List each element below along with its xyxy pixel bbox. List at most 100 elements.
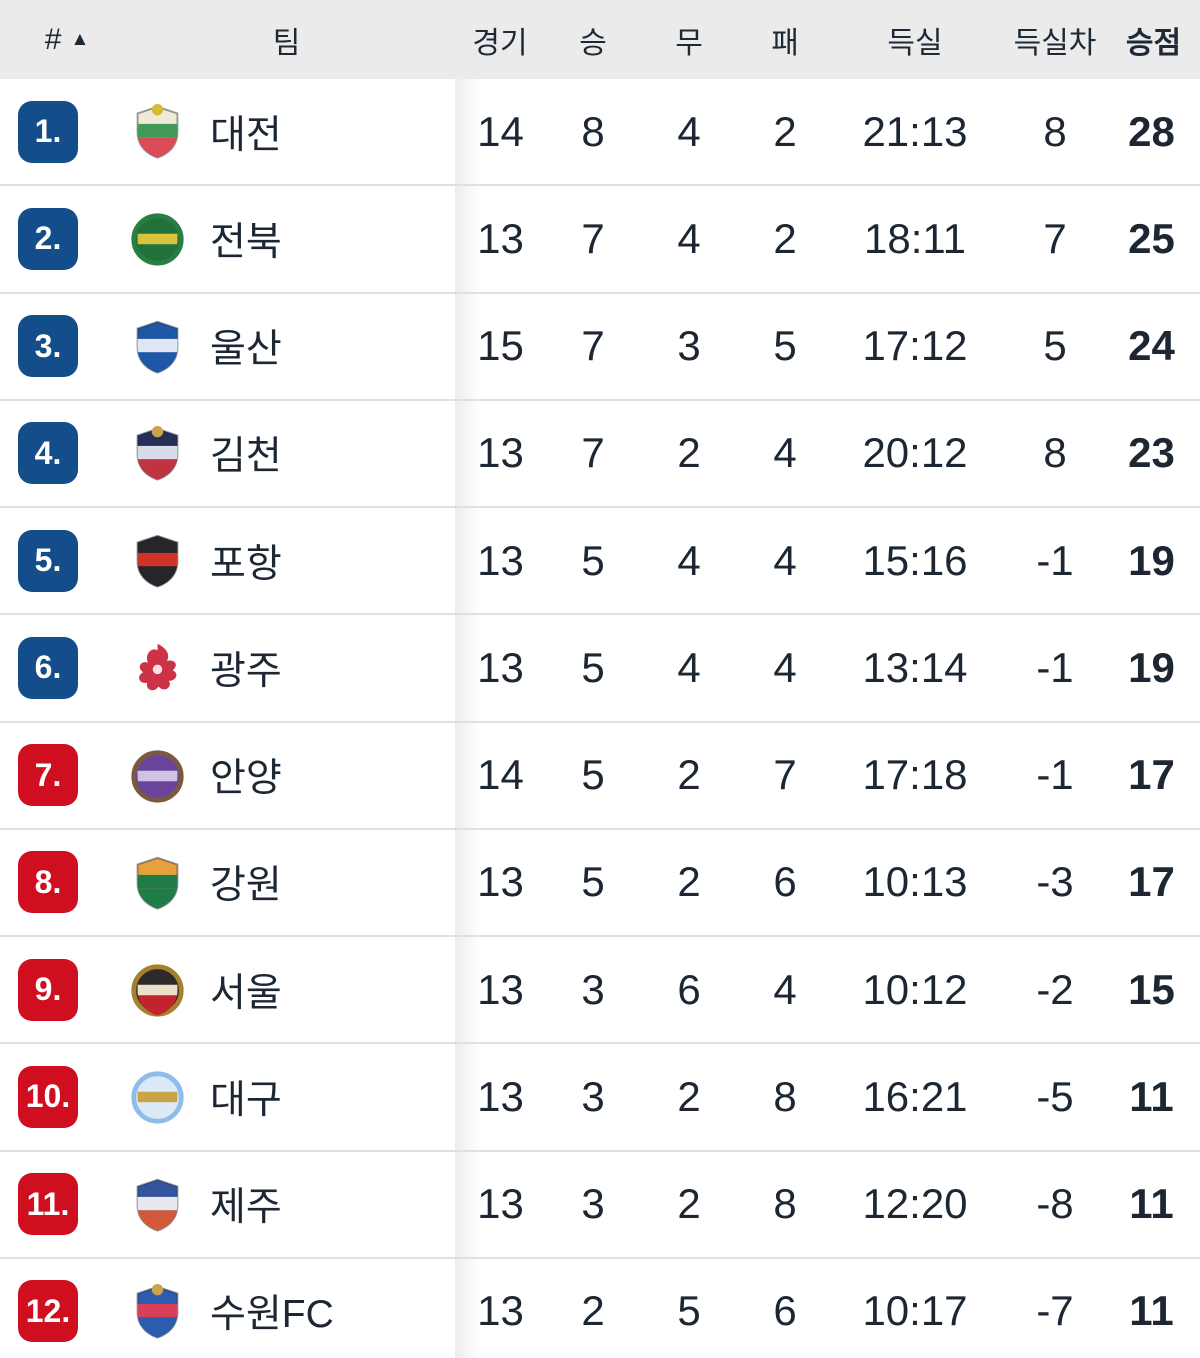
table-row[interactable]: 7. 안양 14 5 2 7 17:18 -1 17	[0, 722, 1200, 830]
goal-diff-value: -1	[1036, 751, 1074, 799]
table-row[interactable]: 10. 대구 13 3 2 8 16:21 -5 11	[0, 1044, 1200, 1152]
games-value: 14	[455, 722, 545, 828]
points-value: 11	[1129, 1287, 1174, 1335]
draws-value: 2	[677, 751, 701, 799]
rank-badge: 10.	[18, 1065, 78, 1128]
team-name: 서울	[210, 971, 282, 1015]
points-value: 17	[1128, 751, 1175, 799]
games-value: 13	[455, 829, 545, 935]
goal-diff-value: 8	[1043, 107, 1067, 155]
losses-header-label: 패	[771, 26, 799, 60]
team-cell: 강원	[108, 830, 455, 935]
rank-badge: 6.	[18, 636, 78, 699]
column-header-points[interactable]: 승점	[1113, 0, 1200, 79]
draws-value: 2	[677, 858, 701, 906]
column-header-rank[interactable]: # ▲	[0, 0, 108, 79]
rank-cell: 3.	[0, 294, 108, 399]
rank-badge: 11.	[18, 1173, 78, 1236]
jeonbuk-crest-icon	[129, 210, 186, 267]
goal-diff-value: -3	[1036, 858, 1074, 906]
column-header-games[interactable]: 경기	[455, 0, 545, 79]
table-row[interactable]: 8. 강원 13 5 2 6 10:13 -3 17	[0, 829, 1200, 937]
team-name: 전북	[210, 220, 282, 264]
table-row[interactable]: 5. 포항 13 5 4 4 15:16 -1 19	[0, 508, 1200, 616]
draws-value: 4	[677, 643, 701, 691]
table-row[interactable]: 4. 김천 13 7 2 4 20:12 8 23	[0, 400, 1200, 508]
losses-value: 8	[773, 1072, 797, 1120]
goals-value: 20:12	[862, 429, 968, 477]
wins-value: 3	[581, 1180, 605, 1228]
team-cell: 울산	[108, 294, 455, 399]
seoul-crest-icon	[129, 961, 186, 1018]
table-row[interactable]: 3. 울산 15 7 3 5 17:12 5 24	[0, 293, 1200, 401]
points-value: 19	[1128, 536, 1175, 584]
rank-badge: 5.	[18, 529, 78, 592]
team-cell: 수원FC	[108, 1259, 455, 1358]
losses-value: 5	[773, 322, 797, 370]
column-header-wins[interactable]: 승	[545, 0, 641, 79]
goals-value: 18:11	[864, 214, 966, 262]
team-cell: 전북	[108, 186, 455, 291]
goals-value: 13:14	[862, 643, 968, 691]
goal-diff-header-label: 득실차	[1013, 26, 1097, 60]
rank-cell: 1.	[0, 79, 108, 184]
goal-diff-value: -8	[1036, 1180, 1074, 1228]
team-cell: 대구	[108, 1044, 455, 1149]
rank-cell: 5.	[0, 508, 108, 613]
goal-diff-value: -5	[1036, 1072, 1074, 1120]
goal-diff-value: 7	[1043, 214, 1067, 262]
table-row[interactable]: 2. 전북 13 7 4 2 18:11 7 25	[0, 186, 1200, 294]
draws-header-label: 무	[675, 26, 703, 60]
column-header-losses[interactable]: 패	[737, 0, 833, 79]
goals-value: 12:20	[862, 1180, 968, 1228]
goals-value: 17:18	[862, 751, 968, 799]
points-value: 15	[1128, 965, 1175, 1013]
goals-value: 17:12	[862, 322, 968, 370]
games-value: 13	[455, 400, 545, 506]
table-body: 1. 대전 14 8 4 2 21:13 8 28 2. 전북 13 7 4 2…	[0, 79, 1200, 1358]
draws-value: 2	[677, 429, 701, 477]
draws-value: 4	[677, 214, 701, 262]
games-value: 15	[455, 293, 545, 399]
points-value: 28	[1128, 107, 1175, 155]
goal-diff-value: -7	[1036, 1287, 1074, 1335]
team-cell: 광주	[108, 615, 455, 720]
wins-header-label: 승	[579, 26, 607, 60]
column-header-team[interactable]: 팀	[108, 0, 455, 79]
goals-value: 16:21	[862, 1072, 968, 1120]
anyang-crest-icon	[129, 747, 186, 804]
column-header-goals[interactable]: 득실	[833, 0, 997, 79]
table-row[interactable]: 12. 수원FC 13 2 5 6 10:17 -7 11	[0, 1258, 1200, 1358]
wins-value: 5	[581, 643, 605, 691]
table-row[interactable]: 6. 광주 13 5 4 4 13:14 -1 19	[0, 615, 1200, 723]
column-header-draws[interactable]: 무	[641, 0, 737, 79]
losses-value: 7	[773, 751, 797, 799]
losses-value: 6	[773, 1287, 797, 1335]
team-cell: 제주	[108, 1152, 455, 1257]
draws-value: 4	[677, 107, 701, 155]
games-value: 13	[455, 615, 545, 721]
goal-diff-value: -2	[1036, 965, 1074, 1013]
table-row[interactable]: 11. 제주 13 3 2 8 12:20 -8 11	[0, 1151, 1200, 1259]
goal-diff-value: -1	[1036, 643, 1074, 691]
wins-value: 7	[581, 214, 605, 262]
losses-value: 8	[773, 1180, 797, 1228]
games-value: 13	[455, 186, 545, 292]
goals-value: 21:13	[862, 107, 968, 155]
gangwon-crest-icon	[129, 854, 186, 911]
rank-cell: 6.	[0, 615, 108, 720]
wins-value: 5	[581, 858, 605, 906]
losses-value: 4	[773, 429, 797, 477]
sort-ascending-icon: ▲	[70, 28, 90, 50]
rank-badge: 1.	[18, 100, 78, 163]
suwonfc-crest-icon	[129, 1283, 186, 1340]
team-name: 포항	[210, 542, 282, 586]
table-row[interactable]: 1. 대전 14 8 4 2 21:13 8 28	[0, 79, 1200, 187]
team-name: 수원FC	[210, 1293, 334, 1337]
table-row[interactable]: 9. 서울 13 3 6 4 10:12 -2 15	[0, 937, 1200, 1045]
team-cell: 서울	[108, 937, 455, 1042]
column-header-goal-diff[interactable]: 득실차	[997, 0, 1113, 79]
wins-value: 5	[581, 751, 605, 799]
team-name: 안양	[210, 757, 282, 801]
